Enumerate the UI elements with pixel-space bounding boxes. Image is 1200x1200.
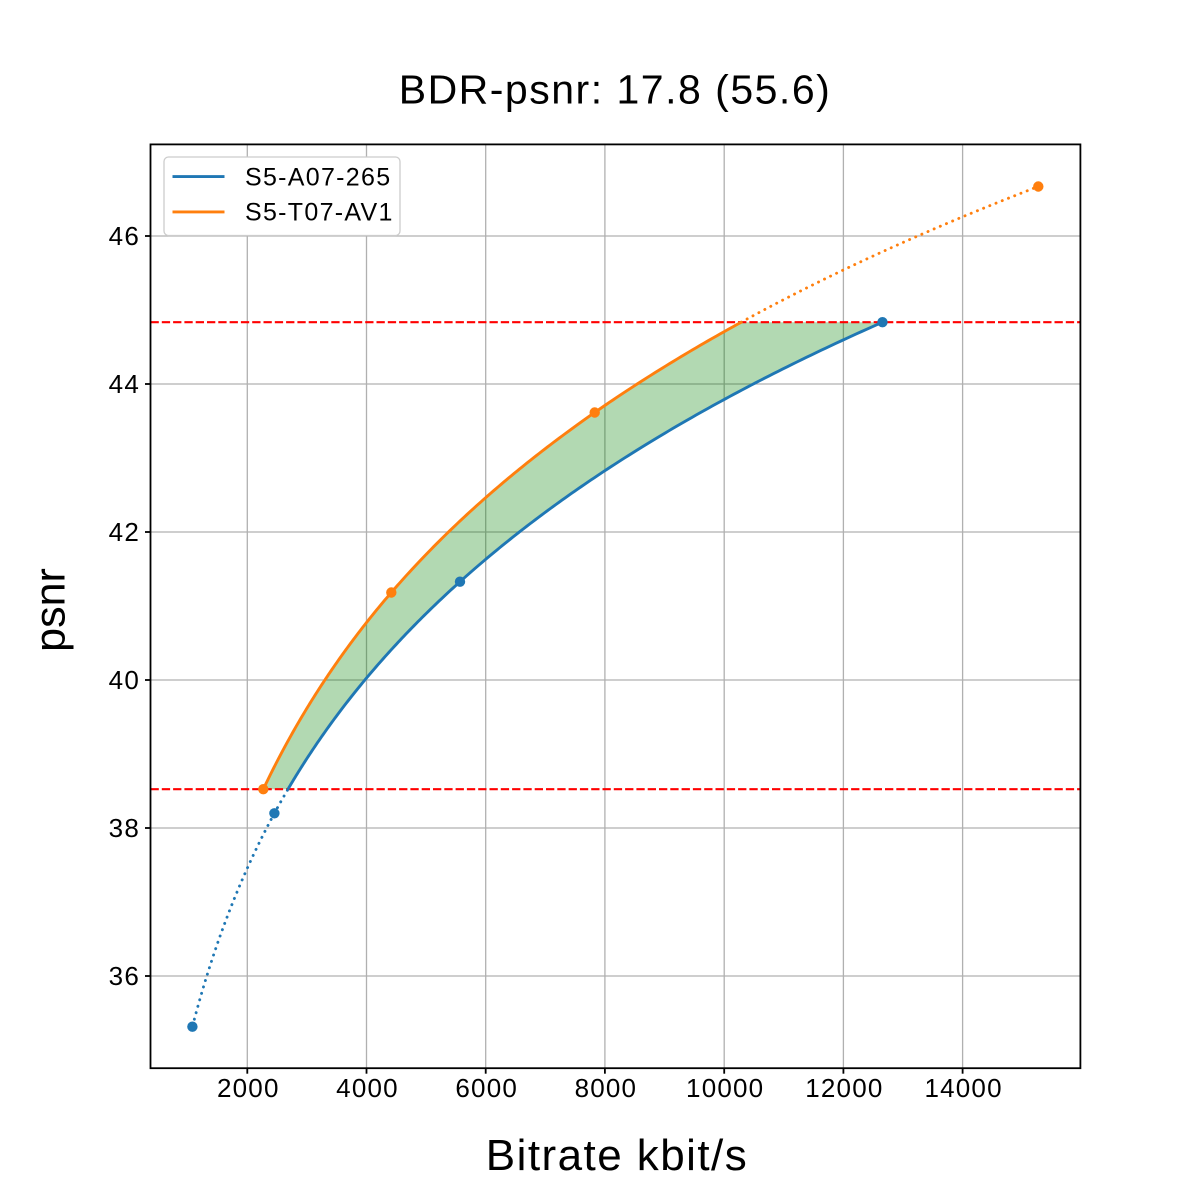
svg-text:42: 42 (109, 517, 140, 547)
svg-text:40: 40 (109, 665, 140, 695)
svg-text:14000: 14000 (924, 1073, 1002, 1103)
svg-text:38: 38 (109, 813, 140, 843)
svg-text:46: 46 (109, 221, 140, 251)
svg-text:Bitrate kbit/s: Bitrate kbit/s (486, 1131, 748, 1180)
svg-text:S5-T07-AV1: S5-T07-AV1 (245, 199, 394, 227)
svg-text:36: 36 (109, 961, 140, 991)
svg-text:BDR-psnr: 17.8 (55.6): BDR-psnr: 17.8 (55.6) (399, 67, 832, 113)
svg-text:S5-A07-265: S5-A07-265 (245, 163, 391, 191)
svg-text:psnr: psnr (27, 568, 75, 652)
svg-text:10000: 10000 (686, 1073, 764, 1103)
svg-text:8000: 8000 (575, 1073, 638, 1103)
svg-text:12000: 12000 (805, 1073, 883, 1103)
svg-text:44: 44 (109, 369, 140, 399)
svg-text:6000: 6000 (455, 1073, 518, 1103)
svg-text:2000: 2000 (217, 1073, 280, 1103)
svg-text:4000: 4000 (336, 1073, 399, 1103)
